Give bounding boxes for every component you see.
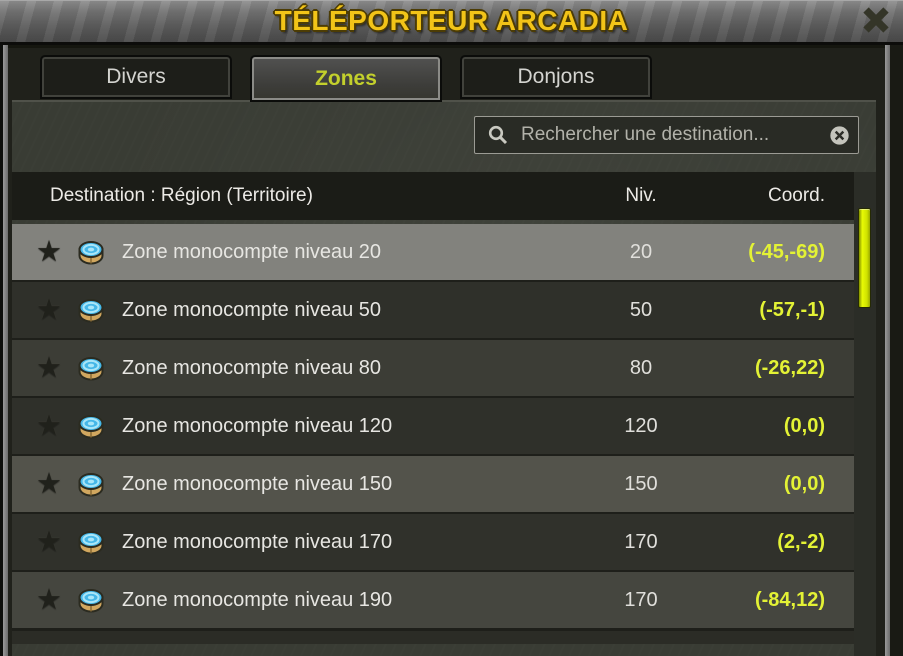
- zone-portal-icon: [76, 528, 106, 556]
- row-name: Zone monocompte niveau 170: [122, 530, 393, 553]
- table-row-zone-170[interactable]: ★ Zone monocompte niveau 170 170 (2,-2): [12, 514, 854, 572]
- tab-divers[interactable]: Divers: [40, 55, 232, 99]
- destination-list: ★ Zone monocompte niveau 20 20 (-45,-69)…: [12, 224, 854, 644]
- search-input[interactable]: [519, 123, 828, 147]
- table-row-zone-20[interactable]: ★ Zone monocompte niveau 20 20 (-45,-69): [12, 224, 854, 282]
- zone-portal-icon: [76, 296, 106, 324]
- table-row-partial: [12, 630, 854, 644]
- zones-panel: Destination : Région (Territoire) Niv. C…: [12, 100, 876, 656]
- favorite-star-icon[interactable]: ★: [36, 468, 62, 500]
- tab-zones-label: Zones: [315, 66, 377, 90]
- favorite-star-icon[interactable]: ★: [36, 584, 62, 616]
- row-level: 20: [629, 240, 653, 263]
- row-level: 120: [624, 414, 658, 437]
- table-row-zone-50[interactable]: ★ Zone monocompte niveau 50 50 (-57,-1): [12, 282, 854, 340]
- close-icon: [861, 6, 891, 37]
- row-name: Zone monocompte niveau 150: [122, 472, 393, 495]
- zone-portal-icon: [76, 470, 106, 498]
- title-bar: TÉLÉPORTEUR ARCADIA: [0, 0, 903, 45]
- clear-search-icon: [829, 125, 850, 146]
- table-row-zone-190[interactable]: ★ Zone monocompte niveau 190 170 (-84,12…: [12, 572, 854, 630]
- tab-donjons[interactable]: Donjons: [460, 55, 652, 99]
- tab-donjons-label: Donjons: [517, 65, 595, 88]
- row-coords: (0,0): [783, 414, 825, 437]
- zone-portal-icon: [76, 412, 106, 440]
- scrollbar-thumb[interactable]: [858, 208, 871, 308]
- row-coords: (2,-2): [777, 530, 825, 553]
- favorite-star-icon[interactable]: ★: [36, 236, 62, 268]
- favorite-star-icon[interactable]: ★: [36, 352, 62, 384]
- row-level: 50: [629, 298, 653, 321]
- zone-portal-icon: [76, 238, 106, 266]
- frame-edge-left: [0, 45, 3, 656]
- header-coords: Coord.: [767, 185, 825, 206]
- table-row-zone-150[interactable]: ★ Zone monocompte niveau 150 150 (0,0): [12, 456, 854, 514]
- row-name: Zone monocompte niveau 120: [122, 414, 393, 437]
- row-coords: (-57,-1): [759, 298, 825, 321]
- frame-edge-right: [890, 45, 903, 656]
- table-row-zone-120[interactable]: ★ Zone monocompte niveau 120 120 (0,0): [12, 398, 854, 456]
- table-row-zone-80[interactable]: ★ Zone monocompte niveau 80 80 (-26,22): [12, 340, 854, 398]
- favorite-star-icon[interactable]: ★: [36, 410, 62, 442]
- header-destination: Destination : Région (Territoire): [50, 185, 313, 206]
- tab-zones[interactable]: Zones: [250, 55, 442, 102]
- tab-divers-label: Divers: [106, 65, 166, 88]
- zone-portal-icon: [76, 354, 106, 382]
- favorite-star-icon[interactable]: ★: [36, 294, 62, 326]
- row-name: Zone monocompte niveau 50: [122, 298, 382, 321]
- header-level: Niv.: [625, 185, 657, 206]
- frame-bevel-right: [885, 45, 890, 656]
- row-level: 80: [629, 356, 653, 379]
- table-header: Destination : Région (Territoire) Niv. C…: [12, 172, 854, 220]
- row-coords: (-45,-69): [748, 240, 825, 263]
- row-coords: (0,0): [783, 472, 825, 495]
- clear-search-button[interactable]: [828, 124, 850, 146]
- tab-bar: Divers Zones Donjons: [40, 55, 652, 102]
- favorite-star-icon[interactable]: ★: [36, 526, 62, 558]
- row-level: 170: [624, 530, 658, 553]
- row-coords: (-84,12): [754, 588, 825, 611]
- row-level: 170: [624, 588, 658, 611]
- row-name: Zone monocompte niveau 190: [122, 588, 393, 611]
- row-name: Zone monocompte niveau 20: [122, 240, 382, 263]
- zone-portal-icon: [76, 586, 106, 614]
- row-level: 150: [624, 472, 658, 495]
- row-name: Zone monocompte niveau 80: [122, 356, 382, 379]
- page-title: TÉLÉPORTEUR ARCADIA: [274, 5, 629, 36]
- search-icon: [487, 124, 509, 146]
- close-button[interactable]: [859, 5, 893, 37]
- row-coords: (-26,22): [754, 356, 825, 379]
- search-box: [474, 116, 859, 154]
